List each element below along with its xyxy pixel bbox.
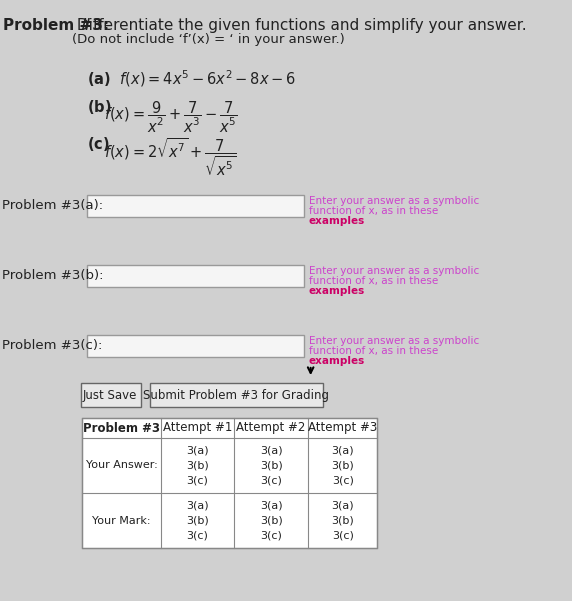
Text: $\mathbf{(c)}$: $\mathbf{(c)}$ [87,135,109,153]
Text: Attempt #2: Attempt #2 [236,421,306,435]
FancyBboxPatch shape [81,383,141,407]
Text: Submit Problem #3 for Grading: Submit Problem #3 for Grading [143,388,329,401]
Text: Problem #3:: Problem #3: [3,18,110,33]
Text: 3(a)
3(b)
3(c): 3(a) 3(b) 3(c) [186,501,209,540]
Text: Problem #3: Problem #3 [83,421,160,435]
Text: examples: examples [309,286,365,296]
Text: Your Mark:: Your Mark: [92,516,151,525]
FancyBboxPatch shape [87,265,304,287]
FancyBboxPatch shape [150,383,323,407]
Text: 3(a)
3(b)
3(c): 3(a) 3(b) 3(c) [260,501,283,540]
Text: $\mathbf{(b)}$: $\mathbf{(b)}$ [87,98,112,116]
Text: Enter your answer as a symbolic: Enter your answer as a symbolic [309,336,479,346]
Text: $\mathbf{(a)}$  $f(x) = 4x^5 - 6x^2 - 8x - 6$: $\mathbf{(a)}$ $f(x) = 4x^5 - 6x^2 - 8x … [87,68,296,89]
Text: Problem #3(b):: Problem #3(b): [2,269,103,282]
Text: 3(a)
3(b)
3(c): 3(a) 3(b) 3(c) [331,446,354,485]
Text: Differentiate the given functions and simplify your answer.: Differentiate the given functions and si… [72,18,527,33]
Text: (Do not include ‘f’(x) = ‘ in your answer.): (Do not include ‘f’(x) = ‘ in your answe… [72,33,345,46]
FancyBboxPatch shape [87,195,304,217]
FancyBboxPatch shape [87,335,304,357]
Text: 3(a)
3(b)
3(c): 3(a) 3(b) 3(c) [331,501,354,540]
FancyBboxPatch shape [82,418,378,548]
Text: Problem #3(a):: Problem #3(a): [2,200,103,213]
Text: examples: examples [309,216,365,226]
Text: Just Save: Just Save [83,388,137,401]
Text: 3(a)
3(b)
3(c): 3(a) 3(b) 3(c) [260,446,283,485]
Text: 3(a)
3(b)
3(c): 3(a) 3(b) 3(c) [186,446,209,485]
Text: $f(x) = \dfrac{9}{x^2} + \dfrac{7}{x^3} - \dfrac{7}{x^5}$: $f(x) = \dfrac{9}{x^2} + \dfrac{7}{x^3} … [104,100,238,135]
Text: Enter your answer as a symbolic: Enter your answer as a symbolic [309,196,479,206]
Text: function of x, as in these: function of x, as in these [309,276,438,286]
Text: examples: examples [309,356,365,366]
Text: $f(x) = 2\sqrt{x^7} + \dfrac{7}{\sqrt{x^5}}$: $f(x) = 2\sqrt{x^7} + \dfrac{7}{\sqrt{x^… [104,137,237,178]
Text: function of x, as in these: function of x, as in these [309,346,438,356]
Text: Your Answer:: Your Answer: [86,460,157,471]
Text: Problem #3(c):: Problem #3(c): [2,340,102,353]
Text: Attempt #3: Attempt #3 [308,421,378,435]
Text: Enter your answer as a symbolic: Enter your answer as a symbolic [309,266,479,276]
Text: Attempt #1: Attempt #1 [162,421,232,435]
Text: function of x, as in these: function of x, as in these [309,206,438,216]
